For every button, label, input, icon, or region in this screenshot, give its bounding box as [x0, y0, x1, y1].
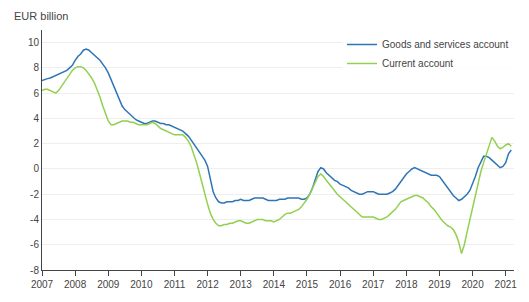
svg-text:10: 10	[28, 37, 40, 48]
svg-text:2014: 2014	[263, 279, 286, 290]
svg-text:2015: 2015	[296, 279, 319, 290]
svg-text:2020: 2020	[461, 279, 484, 290]
svg-text:2011: 2011	[164, 279, 186, 290]
svg-text:2017: 2017	[362, 279, 385, 290]
svg-text:0: 0	[33, 163, 39, 174]
svg-text:2012: 2012	[196, 279, 219, 290]
svg-text:2007: 2007	[31, 279, 54, 290]
svg-text:-2: -2	[30, 189, 39, 200]
svg-text:Goods and services account: Goods and services account	[382, 39, 508, 50]
svg-text:EUR billion: EUR billion	[14, 10, 68, 22]
svg-text:2: 2	[33, 138, 39, 149]
svg-text:2009: 2009	[97, 279, 120, 290]
svg-text:Current account: Current account	[382, 58, 453, 69]
svg-text:-6: -6	[30, 239, 39, 250]
svg-text:8: 8	[33, 62, 39, 73]
svg-text:2018: 2018	[395, 279, 418, 290]
svg-text:-4: -4	[30, 214, 39, 225]
svg-text:2008: 2008	[64, 279, 87, 290]
svg-text:-8: -8	[30, 265, 39, 276]
svg-text:2021: 2021	[495, 279, 518, 290]
svg-text:2013: 2013	[230, 279, 253, 290]
svg-text:4: 4	[33, 113, 39, 124]
svg-text:2019: 2019	[428, 279, 451, 290]
svg-text:6: 6	[33, 88, 39, 99]
svg-text:2010: 2010	[130, 279, 153, 290]
svg-text:2016: 2016	[329, 279, 352, 290]
